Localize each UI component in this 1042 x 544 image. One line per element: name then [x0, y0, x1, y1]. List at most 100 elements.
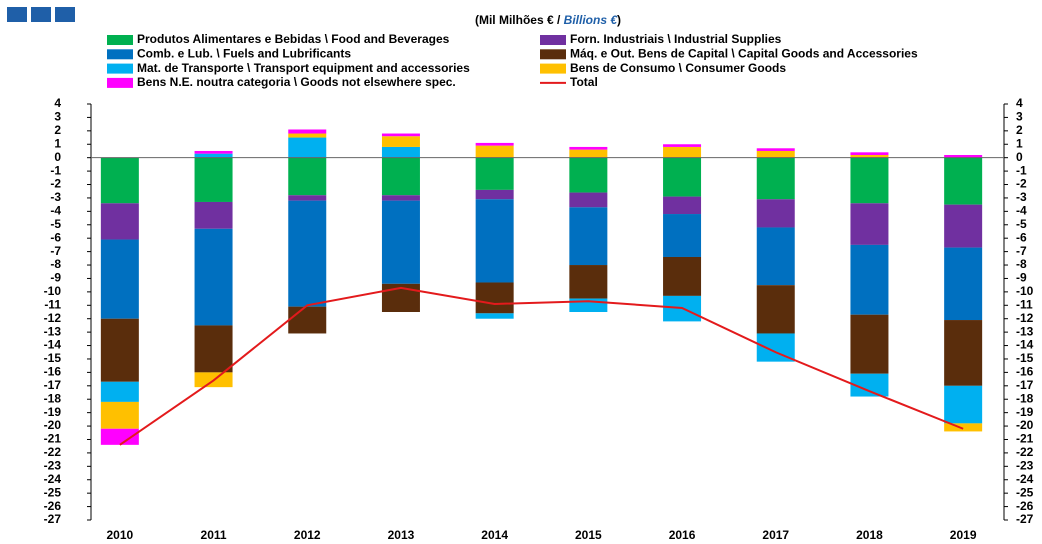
bar-segment [944, 423, 983, 432]
bar-segment [381, 146, 420, 158]
bar-segment [288, 129, 327, 134]
y-tick-label: -15 [44, 351, 62, 365]
bar-segment [756, 285, 795, 334]
y2-tick-label: -17 [1016, 378, 1034, 392]
y2-tick-label: 4 [1016, 96, 1023, 110]
y2-tick-label: -27 [1016, 512, 1034, 526]
legend-swatch [107, 77, 133, 88]
y-tick-label: 1 [54, 136, 61, 150]
x-tick-label: 2018 [856, 528, 883, 542]
logo-block [31, 7, 51, 22]
logo-block [7, 7, 27, 22]
bar-segment [475, 199, 514, 283]
y-tick-label: 2 [54, 123, 61, 137]
x-tick-label: 2017 [762, 528, 789, 542]
y2-tick-label: -5 [1016, 217, 1027, 231]
y2-tick-label: -9 [1016, 271, 1027, 285]
x-tick-label: 2010 [106, 528, 133, 542]
y-tick-label: -4 [50, 204, 61, 218]
bar-segment [381, 133, 420, 137]
bar-segment [288, 306, 327, 334]
bar-segment [100, 428, 139, 445]
y2-tick-label: -15 [1016, 351, 1034, 365]
y2-tick-label: -26 [1016, 499, 1034, 513]
y2-tick-label: -4 [1016, 204, 1027, 218]
y2-tick-label: -22 [1016, 445, 1034, 459]
x-tick-label: 2016 [669, 528, 696, 542]
bar-segment [569, 265, 608, 299]
y2-tick-label: -10 [1016, 284, 1034, 298]
bar-segment [100, 318, 139, 382]
bar-segment [756, 148, 795, 151]
bar-segment [663, 144, 702, 147]
y-tick-label: -5 [50, 217, 61, 231]
legend-swatch [540, 49, 566, 60]
y-tick-label: -20 [44, 418, 62, 432]
y2-tick-label: -21 [1016, 432, 1034, 446]
bar-segment [475, 145, 514, 158]
y-tick-label: -22 [44, 445, 62, 459]
y2-tick-label: -20 [1016, 418, 1034, 432]
bar-segment [288, 195, 327, 201]
bar-segment [850, 154, 889, 158]
bar-segment [663, 146, 702, 158]
bar-segment [288, 137, 327, 158]
y2-tick-label: -16 [1016, 365, 1034, 379]
title-pt: (Mil Milhões € / [475, 13, 564, 27]
bar-segment [756, 199, 795, 228]
bar-segment [194, 228, 233, 326]
bar-segment [381, 136, 420, 147]
y-tick-label: -19 [44, 405, 62, 419]
bar-segment [475, 313, 514, 319]
legend-swatch [107, 63, 133, 74]
legend-swatch [540, 63, 566, 74]
legend-label: Produtos Alimentares e Bebidas \ Food an… [137, 32, 450, 46]
bar-segment [475, 157, 514, 190]
bar-segment [100, 203, 139, 240]
y-tick-label: -27 [44, 512, 62, 526]
bar-segment [663, 214, 702, 257]
bar-segment [100, 401, 139, 429]
y-tick-label: -7 [50, 244, 61, 258]
bar-segment [850, 203, 889, 245]
bar-segment [100, 239, 139, 319]
y2-tick-label: 2 [1016, 123, 1023, 137]
bar-segment [475, 282, 514, 314]
bar-segment [756, 150, 795, 158]
y2-tick-label: -14 [1016, 338, 1034, 352]
y-tick-label: -18 [44, 391, 62, 405]
bar-segment [475, 142, 514, 146]
bar-segment [944, 157, 983, 205]
y2-tick-label: -19 [1016, 405, 1034, 419]
y2-tick-label: -7 [1016, 244, 1027, 258]
bar-segment [944, 154, 983, 158]
bar-segment [381, 195, 420, 201]
y-tick-label: -3 [50, 190, 61, 204]
y2-tick-label: -25 [1016, 485, 1034, 499]
bar-segment [100, 157, 139, 204]
y-tick-label: -8 [50, 257, 61, 271]
bar-segment [850, 244, 889, 315]
bar-segment [850, 152, 889, 155]
x-tick-label: 2015 [575, 528, 602, 542]
y2-tick-label: 0 [1016, 150, 1023, 164]
y-tick-label: -6 [50, 230, 61, 244]
bar-segment [850, 157, 889, 204]
legend-label: Bens de Consumo \ Consumer Goods [570, 61, 786, 75]
y-tick-label: -23 [44, 458, 62, 472]
x-tick-label: 2019 [950, 528, 977, 542]
y-tick-label: 3 [54, 110, 61, 124]
y-tick-label: -14 [44, 338, 62, 352]
y-tick-label: 4 [54, 96, 61, 110]
legend-label: Mat. de Transporte \ Transport equipment… [137, 61, 470, 75]
x-tick-label: 2011 [201, 528, 227, 542]
y2-tick-label: -23 [1016, 458, 1034, 472]
bar-segment [194, 157, 233, 202]
legend-swatch [107, 35, 133, 45]
y-tick-label: -1 [50, 163, 61, 177]
y2-tick-label: -3 [1016, 190, 1027, 204]
y-tick-label: -25 [44, 485, 62, 499]
y2-tick-label: -18 [1016, 391, 1034, 405]
logo-block [55, 7, 75, 22]
